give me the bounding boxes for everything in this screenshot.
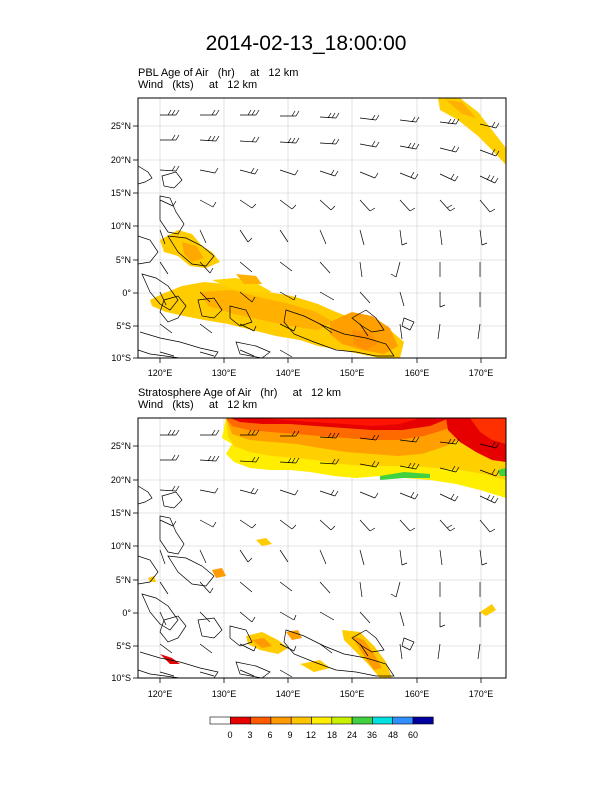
panel1-lon-labels: 120°E 130°E 140°E 150°E 160°E 170°E — [148, 368, 494, 378]
colorbar-labels: 0 3 6 9 12 18 24 36 48 60 — [227, 730, 418, 740]
panel2-frame — [137, 417, 507, 679]
panel1-wind-barbs — [159, 109, 500, 358]
colorbar-label: 0 — [227, 730, 232, 740]
panel1-lat-label: 10°N — [111, 221, 131, 231]
colorbar-label: 18 — [327, 730, 337, 740]
colorbar-box — [311, 716, 333, 725]
panel1-lat-label: 10°S — [111, 353, 131, 363]
panel2-lon-label: 120°E — [148, 689, 173, 699]
panel2-lon-label: 170°E — [469, 689, 494, 699]
colorbar-label: 36 — [367, 730, 377, 740]
panel2-lon-label: 160°E — [405, 689, 430, 699]
panel1-ticks — [133, 125, 482, 363]
colorbar-label: 9 — [287, 730, 292, 740]
panel2-lon-label: 140°E — [276, 689, 301, 699]
panel1-label-line2: Wind (kts) at 12 km — [138, 79, 258, 91]
panel2-lat-label: 20°N — [111, 475, 131, 485]
panel2-lon-label: 150°E — [340, 689, 365, 699]
panel1-lat-labels: 25°N 20°N 15°N 10°N 5°N 0° 5°S 10°S — [111, 121, 132, 363]
colorbar-label: 24 — [347, 730, 357, 740]
colorbar-label: 48 — [388, 730, 398, 740]
colorbar-box — [230, 716, 251, 725]
panel1-lon-label: 120°E — [148, 368, 173, 378]
panel2-lat-label: 0° — [122, 608, 131, 618]
panel2-lat-label: 5°N — [116, 575, 131, 585]
panel2-coastlines — [138, 485, 415, 678]
panel1-frame — [137, 97, 507, 359]
panel2-lon-labels: 120°E 130°E 140°E 150°E 160°E 170°E — [148, 689, 494, 699]
panel1-label-line1: PBL Age of Air (hr) at 12 km — [138, 67, 299, 79]
colorbar: 0 3 6 9 12 18 24 36 48 60 — [209, 716, 434, 740]
panel1-lat-label: 15°N — [111, 188, 131, 198]
colorbar-box — [290, 716, 312, 725]
panel2-map: 120°E 130°E 140°E 150°E 160°E 170°E 25°N… — [111, 417, 507, 699]
panel1-age-shading — [150, 98, 506, 358]
panel2-wind-barbs — [159, 429, 500, 678]
panel2-lat-label: 10°S — [111, 673, 131, 683]
colorbar-box — [209, 716, 231, 725]
colorbar-box — [250, 716, 272, 725]
colorbar-box — [372, 716, 393, 725]
panel1-coastlines — [138, 165, 415, 358]
panel2-lat-label: 10°N — [111, 541, 131, 551]
panel2-age-shading — [148, 418, 506, 678]
colorbar-box — [270, 716, 292, 725]
panel2-lon-label: 130°E — [212, 689, 237, 699]
figure-title: 2014-02-13_18:00:00 — [205, 32, 407, 55]
panel1-lon-label: 150°E — [340, 368, 365, 378]
colorbar-label: 60 — [408, 730, 418, 740]
colorbar-boxes — [209, 716, 434, 725]
panel2-lat-labels: 25°N 20°N 15°N 10°N 5°N 0° 5°S 10°S — [111, 441, 132, 683]
panel1-lon-label: 160°E — [405, 368, 430, 378]
colorbar-box — [412, 716, 434, 725]
panel1-lat-label: 20°N — [111, 155, 131, 165]
panel1-lon-label: 130°E — [212, 368, 237, 378]
colorbar-label: 6 — [267, 730, 272, 740]
colorbar-label: 3 — [247, 730, 252, 740]
panel2-lat-label: 15°N — [111, 508, 131, 518]
panel1-lat-label: 5°N — [116, 255, 131, 265]
colorbar-box — [331, 716, 353, 725]
panel1-lat-label: 25°N — [111, 121, 131, 131]
panel2-label-line1: Stratosphere Age of Air (hr) at 12 km — [138, 387, 341, 399]
panel1-map: 120°E 130°E 140°E 150°E 160°E 170°E 25°N… — [111, 97, 507, 378]
panel2-lat-label: 25°N — [111, 441, 131, 451]
panel2-lat-label: 5°S — [116, 641, 131, 651]
panel1-lat-label: 5°S — [116, 321, 131, 331]
panel2-ticks — [133, 445, 482, 683]
panel1-lon-label: 140°E — [276, 368, 301, 378]
panel1-label: PBL Age of Air (hr) at 12 km Wind (kts) … — [138, 67, 298, 91]
panel1-lon-label: 170°E — [469, 368, 494, 378]
colorbar-label: 12 — [306, 730, 316, 740]
colorbar-box — [392, 716, 414, 725]
panel2-label: Stratosphere Age of Air (hr) at 12 km Wi… — [138, 387, 341, 411]
panel1-lat-label: 0° — [122, 288, 131, 298]
colorbar-box — [351, 716, 373, 725]
panel2-label-line2: Wind (kts) at 12 km — [138, 399, 258, 411]
